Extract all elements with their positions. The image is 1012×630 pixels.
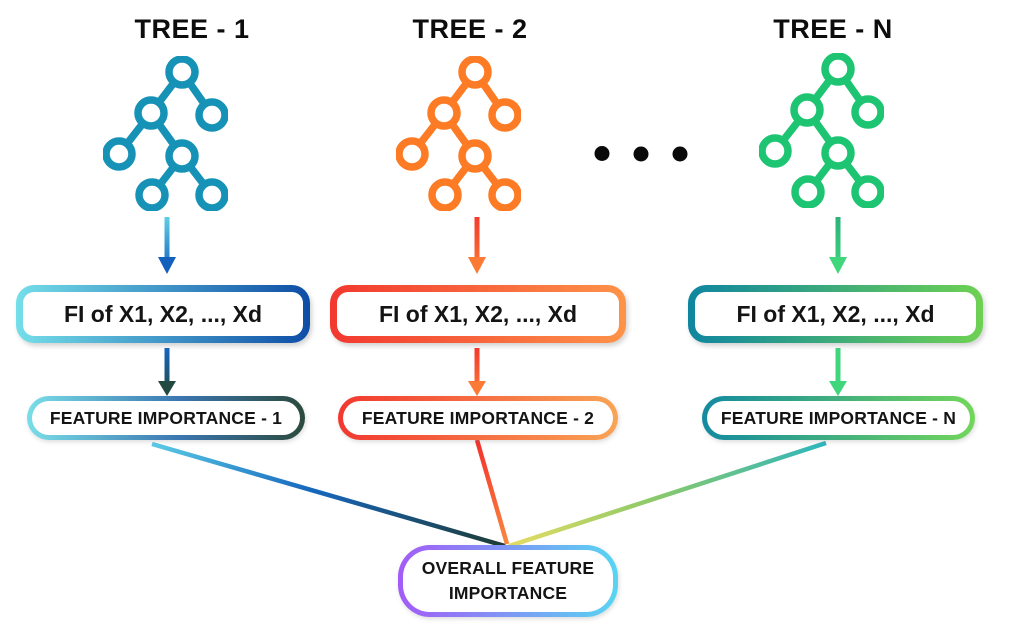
tree-1-title: TREE - 1 bbox=[134, 14, 250, 44]
overall-label-line1: OVERALL FEATURE bbox=[421, 557, 595, 578]
fi1-to-importance-arrow-icon bbox=[158, 348, 176, 396]
fi-values-box-2-label: FI of X1, X2, ..., Xd bbox=[337, 292, 619, 336]
feature-importance-pill-2: FEATURE IMPORTANCE - 2 bbox=[338, 396, 618, 440]
importance1-to-overall-line bbox=[151, 441, 506, 549]
overall-feature-importance-box: OVERALL FEATURE IMPORTANCE bbox=[398, 545, 618, 617]
fi-values-box-2: FI of X1, X2, ..., Xd bbox=[330, 285, 626, 343]
fi-values-box-1-label: FI of X1, X2, ..., Xd bbox=[23, 292, 303, 336]
tree1-to-fi-arrow-icon bbox=[158, 217, 176, 274]
tree-n-title: TREE - N bbox=[773, 14, 893, 44]
treen-to-fi-arrow-icon bbox=[829, 217, 847, 274]
tree2-to-fi-arrow-icon bbox=[468, 217, 486, 274]
fin-to-importance-arrow-icon bbox=[829, 348, 847, 396]
decision-tree-n-icon bbox=[759, 53, 884, 208]
importance2-to-overall-line bbox=[474, 439, 510, 545]
tree-2-title: TREE - 2 bbox=[412, 14, 528, 44]
overall-label-line2: IMPORTANCE bbox=[448, 583, 568, 603]
decision-tree-2-icon bbox=[396, 56, 521, 211]
decision-tree-1-icon bbox=[103, 56, 228, 211]
fi-values-box-n: FI of X1, X2, ..., Xd bbox=[688, 285, 983, 343]
fi-values-box-1: FI of X1, X2, ..., Xd bbox=[16, 285, 310, 343]
ellipsis-icon bbox=[594, 146, 688, 162]
feature-importance-pill-1-label: FEATURE IMPORTANCE - 1 bbox=[32, 401, 300, 435]
feature-importance-pill-n: FEATURE IMPORTANCE - N bbox=[702, 396, 975, 440]
feature-importance-pill-1: FEATURE IMPORTANCE - 1 bbox=[27, 396, 305, 440]
fi-values-box-n-label: FI of X1, X2, ..., Xd bbox=[695, 292, 976, 336]
feature-importance-pill-2-label: FEATURE IMPORTANCE - 2 bbox=[343, 401, 613, 435]
feature-importance-pill-n-label: FEATURE IMPORTANCE - N bbox=[707, 401, 970, 435]
importancen-to-overall-line bbox=[508, 440, 827, 549]
fi2-to-importance-arrow-icon bbox=[468, 348, 486, 396]
